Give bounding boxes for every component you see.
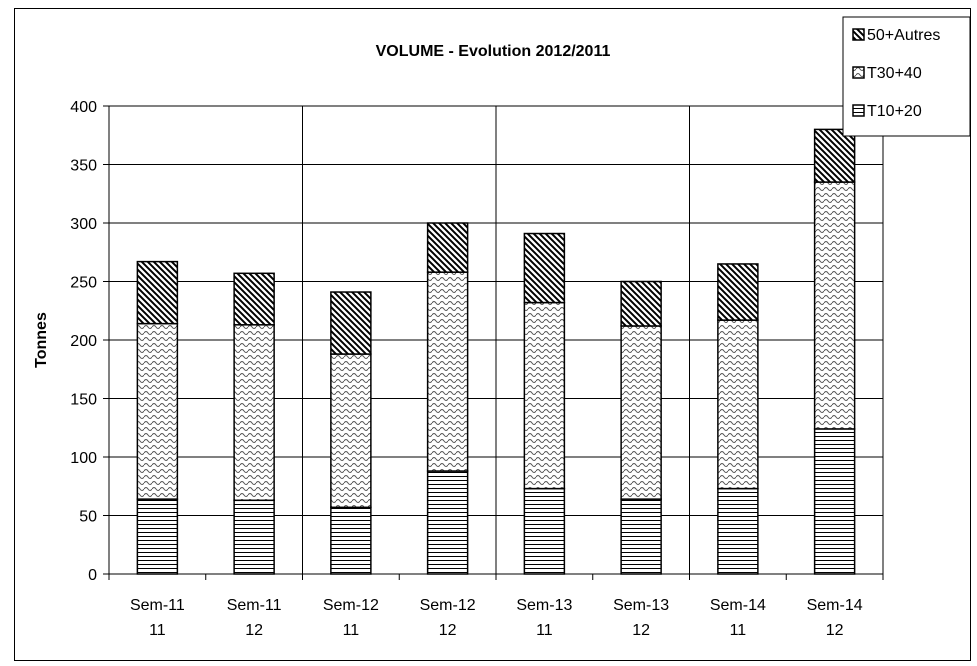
bar-segment [813, 181, 856, 430]
x-tick-label: 11 [149, 622, 166, 639]
x-tick-label: 12 [245, 622, 263, 639]
bar-segment [233, 272, 275, 326]
legend-items: 50+Autres T30+40 T10+20 [852, 27, 940, 120]
legend-swatch [852, 66, 865, 79]
legend-entry-label: 50+Autres [867, 27, 940, 44]
y-tick-label: 350 [70, 158, 97, 175]
y-tick-label: 0 [88, 567, 97, 584]
x-tick-label: Sem-12 [323, 597, 379, 614]
x-tick-label: 12 [632, 622, 650, 639]
bars-group [136, 128, 856, 575]
y-tick-label: 200 [70, 333, 97, 350]
y-axis-label: Tonnes [33, 312, 50, 368]
legend: 50+Autres T30+40 T10+20 [842, 16, 971, 137]
x-tick-label: Sem-13 [613, 597, 669, 614]
bar-segment [136, 498, 179, 575]
y-tick-label: 400 [70, 99, 97, 116]
plot-area [109, 105, 884, 574]
x-tick-label: 12 [826, 622, 844, 639]
bar-segment [426, 222, 469, 273]
bar-segment [523, 487, 566, 575]
bar-segment [717, 487, 759, 575]
bar-segment [136, 322, 179, 500]
y-tick-label: 250 [70, 275, 97, 292]
bar-segment [620, 325, 662, 500]
y-tick-label: 300 [70, 216, 97, 233]
bar-segment [330, 353, 372, 509]
legend-swatch [852, 28, 865, 41]
bar-segment [523, 301, 566, 490]
axes-group: 0 50 100 150 200 250 300 350 400 Sem-11 11 Sem-11 12… [70, 99, 884, 639]
x-tick-label: Sem-11 [227, 597, 282, 614]
x-tick-label: 11 [730, 622, 747, 639]
y-tick-label: 50 [79, 509, 97, 526]
y-tick-label: 150 [70, 392, 97, 409]
bar-segment [523, 232, 566, 304]
bar-segment [330, 291, 372, 355]
bar-segment [717, 319, 759, 490]
x-tick-label: Sem-13 [516, 597, 572, 614]
x-tick-label: Sem-11 [130, 597, 185, 614]
bar-segment [136, 260, 179, 325]
bar-segment [620, 498, 662, 575]
bar-segment [813, 128, 856, 183]
bar-segment [233, 324, 275, 502]
legend-entry-label: T30+40 [867, 65, 922, 82]
x-tick-label: Sem-12 [420, 597, 476, 614]
x-tick-label: Sem-14 [710, 597, 766, 614]
bar-segment [426, 271, 469, 472]
chart-title: VOLUME - Evolution 2012/2011 [376, 43, 611, 60]
x-tick-label: 11 [536, 622, 553, 639]
y-tick-label: 100 [70, 450, 97, 467]
bar-segment [426, 470, 469, 575]
bar-segment [717, 263, 759, 321]
legend-entry-label: T10+20 [867, 103, 922, 120]
bar-segment [233, 499, 275, 575]
x-tick-label: Sem-14 [807, 597, 863, 614]
bar-segment [330, 506, 372, 575]
legend-swatch [852, 104, 865, 117]
bar-segment [620, 280, 662, 327]
bar-segment [813, 428, 856, 575]
x-tick-label: 11 [343, 622, 360, 639]
x-tick-label: 12 [439, 622, 457, 639]
